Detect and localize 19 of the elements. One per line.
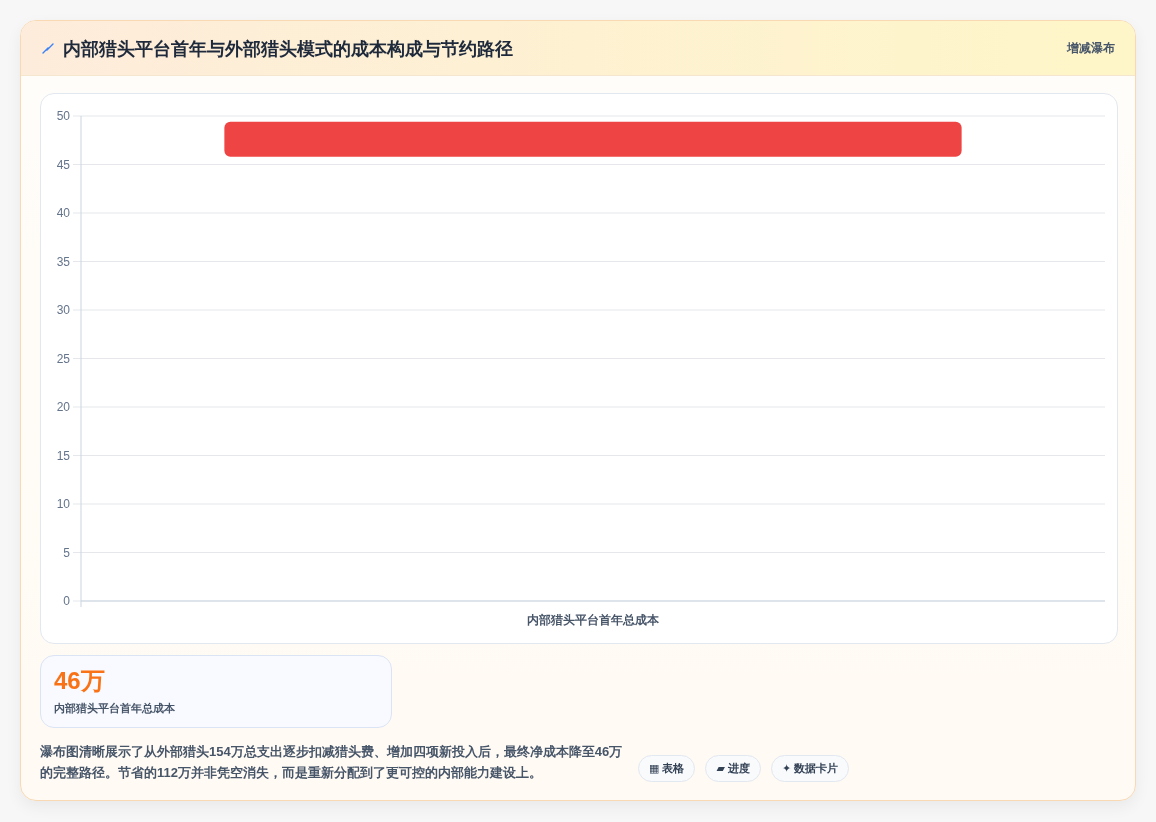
- y-tick-label: 0: [63, 594, 71, 608]
- text: ✦ 数据卡片: [770, 755, 850, 782]
- y-tick-label: 5: [63, 545, 71, 560]
- y-tick-label: 50: [56, 109, 71, 123]
- y-tick-label: 35: [56, 254, 71, 269]
- text: 瀑布图清晰展示了从外部猎头154万总支出逐步扣减猎头费、增加四项新投入后，最终净成本降至46万的完整路径。节省的112万并非凭空消失，而是重新分配到了更可控的内部能力建设上。: [40, 743, 624, 782]
- y-tick-label: 30: [56, 303, 71, 317]
- text: ▰ 进度: [705, 755, 761, 782]
- text: 内部猎头平台首年总成本: [54, 701, 175, 715]
- y-tick-label: 40: [56, 206, 71, 220]
- y-tick-label: 45: [56, 157, 71, 172]
- text: ▦ 表格: [638, 755, 696, 782]
- y-tick-label: 10: [56, 497, 71, 511]
- y-tick-label: 25: [56, 351, 71, 366]
- y-tick-label: 20: [56, 400, 71, 414]
- y-tick-label: 15: [56, 448, 71, 463]
- text: 增减瀑布: [1067, 40, 1115, 56]
- chart-title: 内部猎头平台首年与外部猎头模式的成本构成与节约路径: [63, 38, 513, 60]
- text: 46万: [54, 667, 105, 695]
